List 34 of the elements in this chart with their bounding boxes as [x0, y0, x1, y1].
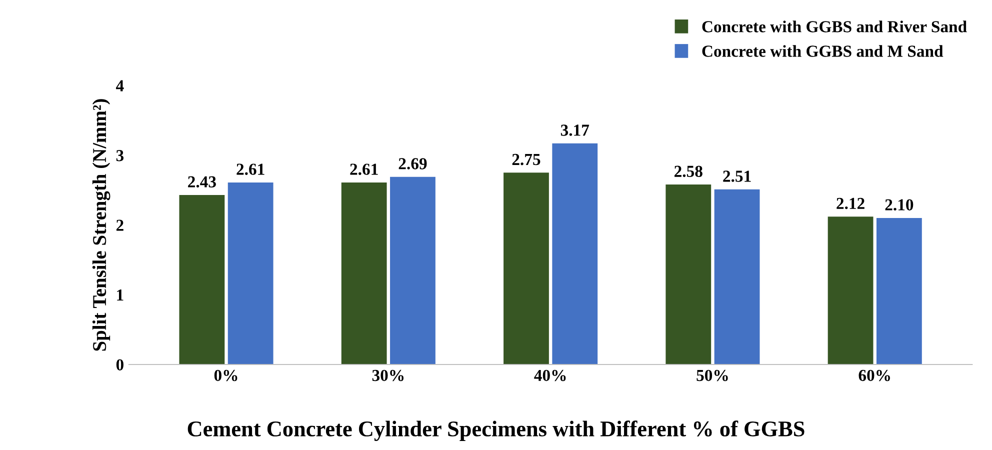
bar: [504, 172, 549, 364]
legend-label: Concrete with GGBS and River Sand: [702, 20, 967, 32]
data-label: 2.58: [674, 166, 702, 178]
x-tick-label: 50%: [696, 370, 728, 382]
x-tick-label: 30%: [372, 370, 404, 382]
bar: [390, 176, 436, 364]
data-label: 2.43: [188, 176, 216, 188]
data-label: 2.10: [885, 199, 914, 211]
bar: [714, 189, 760, 364]
data-label: 2.61: [236, 164, 264, 175]
bar: [666, 184, 712, 364]
bar: [179, 195, 225, 364]
data-label: 2.75: [512, 154, 540, 166]
y-axis-title: Split Tensile Strength (N/mm²): [92, 99, 110, 351]
data-label: 2.61: [350, 164, 378, 175]
data-label: 2.69: [398, 158, 427, 170]
bar: [828, 216, 874, 364]
y-tick-label: 4: [116, 80, 124, 92]
y-tick-label: 2: [116, 220, 124, 231]
x-tick-label: 40%: [534, 370, 566, 382]
bar: [552, 143, 598, 364]
data-label: 3.17: [560, 124, 590, 136]
data-label: 2.51: [723, 170, 751, 182]
y-tick-label: 1: [117, 290, 124, 301]
y-tick-label: 0: [116, 359, 124, 370]
y-tick-label: 3: [116, 150, 124, 162]
legend-label: Concrete with GGBS and M Sand: [702, 45, 944, 57]
bar: [228, 182, 274, 364]
x-tick-label: 60%: [858, 370, 890, 382]
data-label: 2.12: [836, 198, 864, 210]
bar: [341, 182, 387, 364]
bar: [876, 218, 922, 364]
x-axis-title: Cement Concrete Cylinder Specimens with Different % of GGBS: [188, 420, 804, 441]
x-tick-label: 0%: [214, 370, 238, 382]
